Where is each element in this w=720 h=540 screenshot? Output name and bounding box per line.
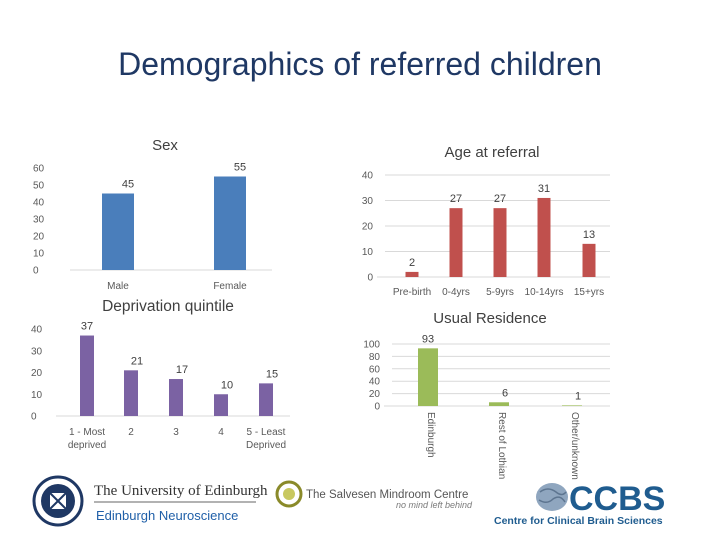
res-y-tick-label: 0 xyxy=(374,402,380,413)
res-data-label: 1 xyxy=(575,390,581,402)
sex-y-tick-label: 10 xyxy=(33,249,45,260)
age-bar xyxy=(537,197,551,277)
depr-y-tick-label: 30 xyxy=(31,346,43,357)
depr-category-label-line2: deprived xyxy=(68,440,106,451)
age-y-tick-label: 10 xyxy=(362,247,374,258)
age-bar xyxy=(493,208,507,277)
res-data-label: 93 xyxy=(422,333,434,345)
res-bar xyxy=(562,405,582,406)
depr-data-label: 10 xyxy=(221,379,233,391)
ccbs-subtitle: Centre for Clinical Brain Sciences xyxy=(494,515,663,527)
depr-bar xyxy=(80,335,94,416)
age-bar xyxy=(405,271,419,277)
age-y-tick-label: 0 xyxy=(367,273,373,284)
age-bar xyxy=(449,208,463,277)
res-bar xyxy=(418,348,438,406)
res-y-tick-label: 80 xyxy=(369,352,381,363)
depr-category-label: 5 - Least xyxy=(247,427,286,438)
age-category-label: 0-4yrs xyxy=(442,287,470,298)
edinburgh-neuroscience-label: Edinburgh Neuroscience xyxy=(96,508,238,523)
sex-bar xyxy=(102,193,134,270)
age-y-tick-label: 40 xyxy=(362,171,374,182)
depr-category-label: 1 - Most xyxy=(69,427,105,438)
university-crest-icon xyxy=(32,475,84,527)
res-y-tick-label: 20 xyxy=(369,389,381,400)
sex-y-tick-label: 0 xyxy=(33,266,39,277)
res-bar xyxy=(489,402,509,406)
sex-y-tick-label: 20 xyxy=(33,232,45,243)
sex-data-label: 55 xyxy=(234,162,246,174)
sex-y-tick-label: 50 xyxy=(33,181,45,192)
age-data-label: 13 xyxy=(583,229,595,241)
sex-y-tick-label: 60 xyxy=(33,164,45,175)
res-chart-title: Usual Residence xyxy=(433,310,546,327)
salvesen-name: The Salvesen Mindroom Centre xyxy=(306,489,468,501)
depr-y-tick-label: 10 xyxy=(31,390,43,401)
depr-y-tick-label: 20 xyxy=(31,368,43,379)
depr-chart-title: Deprivation quintile xyxy=(102,298,234,315)
age-bar xyxy=(582,243,596,277)
depr-y-tick-label: 40 xyxy=(31,325,43,336)
age-category-label: Pre-birth xyxy=(393,287,431,298)
ccbs-wordmark: CCBS xyxy=(569,480,665,518)
brain-icon xyxy=(536,483,568,511)
depr-data-label: 37 xyxy=(81,321,93,333)
sex-category-label: Male xyxy=(107,281,129,292)
sex-bar xyxy=(214,176,246,270)
res-y-tick-label: 60 xyxy=(369,364,381,375)
age-data-label: 2 xyxy=(409,257,415,269)
age-y-tick-label: 20 xyxy=(362,222,374,233)
salvesen-tagline: no mind left behind xyxy=(396,500,473,510)
depr-bar xyxy=(259,383,273,416)
depr-bar xyxy=(124,370,138,416)
salvesen-logo-icon xyxy=(275,480,303,508)
depr-category-label-line2: Deprived xyxy=(246,440,286,451)
age-category-label: 5-9yrs xyxy=(486,287,514,298)
depr-category-label: 3 xyxy=(173,427,179,438)
depr-y-tick-label: 0 xyxy=(31,412,37,423)
res-category-label: Other/unknown xyxy=(569,412,580,480)
university-name: The University of Edinburgh xyxy=(94,483,268,499)
sex-y-tick-label: 40 xyxy=(33,198,45,209)
res-y-tick-label: 40 xyxy=(369,377,381,388)
age-data-label: 27 xyxy=(494,193,506,205)
age-y-tick-label: 30 xyxy=(362,196,374,207)
age-data-label: 27 xyxy=(450,193,462,205)
depr-category-label: 4 xyxy=(218,427,224,438)
depr-data-label: 17 xyxy=(176,364,188,376)
age-chart-title: Age at referral xyxy=(444,144,539,161)
age-category-label: 10-14yrs xyxy=(525,287,564,298)
page-title: Demographics of referred children xyxy=(118,46,602,82)
sex-category-label: Female xyxy=(213,281,247,292)
res-data-label: 6 xyxy=(502,387,508,399)
depr-bar xyxy=(169,379,183,416)
depr-bar xyxy=(214,394,228,416)
depr-data-label: 21 xyxy=(131,355,143,367)
sex-y-tick-label: 30 xyxy=(33,215,45,226)
age-data-label: 31 xyxy=(538,183,550,195)
depr-category-label: 2 xyxy=(128,427,134,438)
age-category-label: 15+yrs xyxy=(574,287,604,298)
sex-chart-title: Sex xyxy=(152,137,178,154)
res-y-tick-label: 100 xyxy=(363,340,380,351)
sex-data-label: 45 xyxy=(122,179,134,191)
depr-data-label: 15 xyxy=(266,368,278,380)
res-category-label: Rest of Lothian xyxy=(496,412,507,479)
res-category-label: Edinburgh xyxy=(425,412,436,458)
